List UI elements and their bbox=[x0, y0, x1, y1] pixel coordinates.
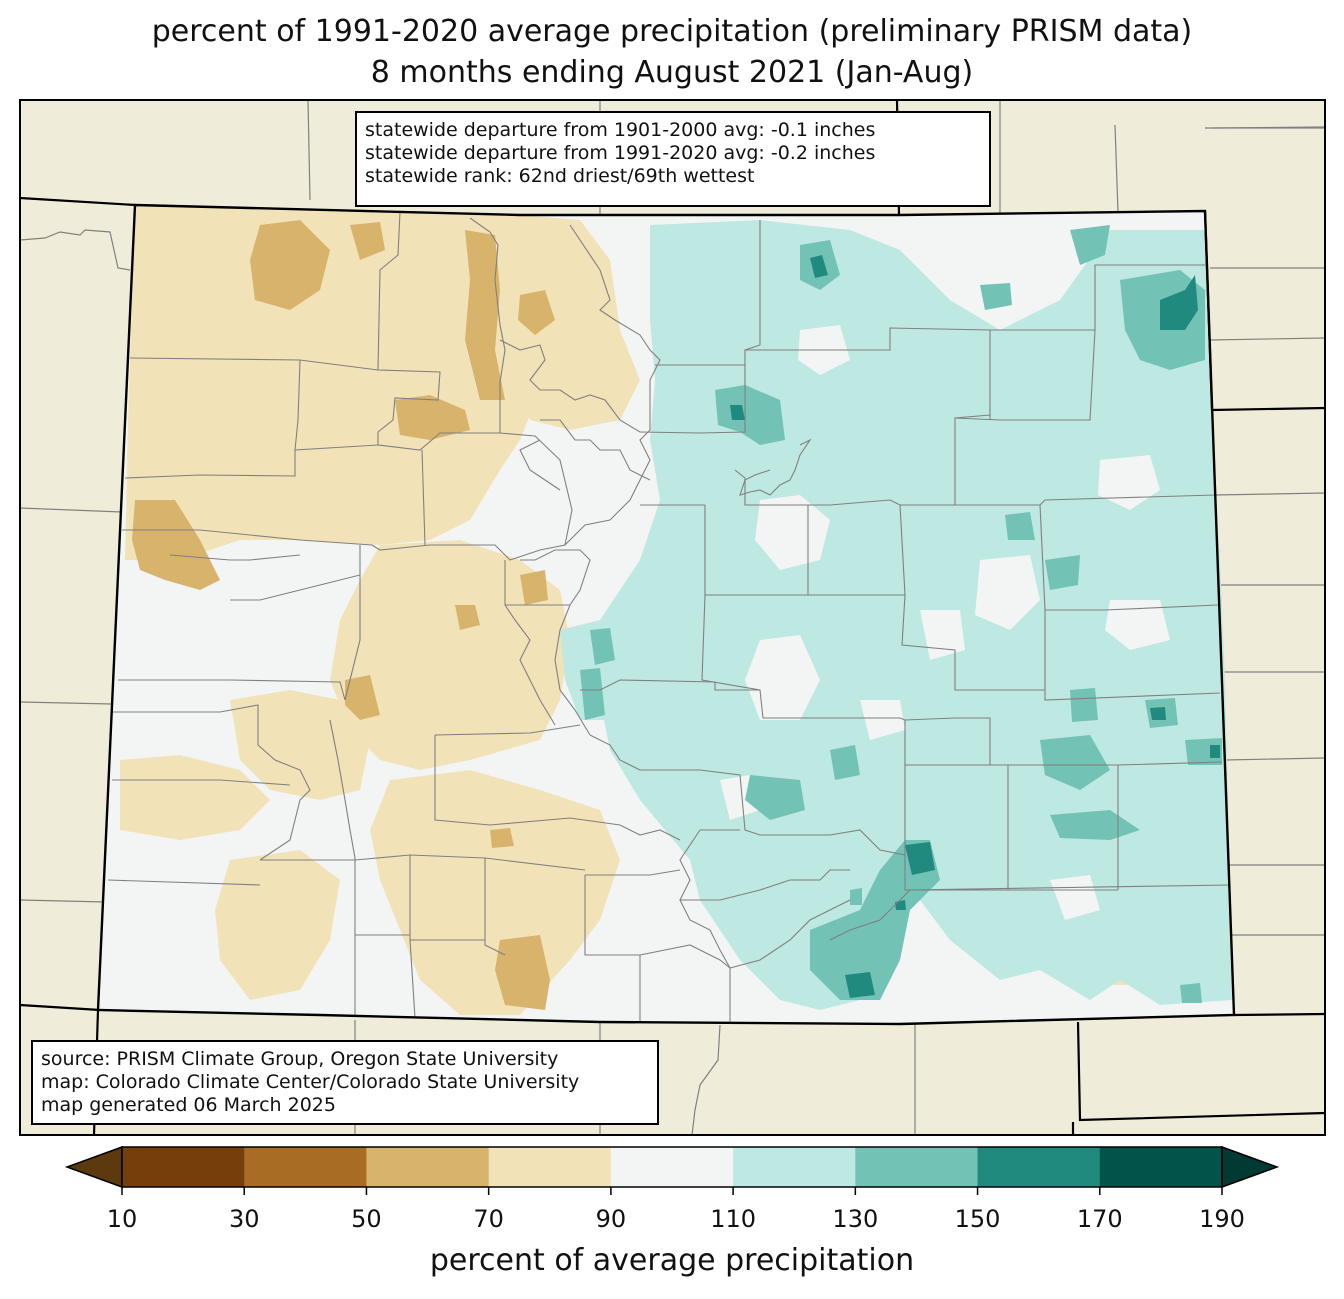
colorbar-segment bbox=[244, 1147, 367, 1187]
source-box: source: PRISM Climate Group, Oregon Stat… bbox=[31, 1040, 659, 1125]
colorbar-tick-label: 130 bbox=[832, 1205, 879, 1233]
stats-line-2: statewide departure from 1991-2020 avg: … bbox=[365, 142, 876, 164]
stats-line-1: statewide departure from 1901-2000 avg: … bbox=[365, 119, 876, 141]
colorbar-extend-high bbox=[1221, 1145, 1280, 1189]
colorbar-segment bbox=[855, 1147, 979, 1187]
colorbar-label: percent of average precipitation bbox=[429, 1243, 915, 1278]
colorbar-segment bbox=[488, 1147, 612, 1187]
colorado-state-outline bbox=[96, 203, 1236, 1026]
colorbar-outline bbox=[121, 1146, 1223, 1188]
colorbar-tick-label: 190 bbox=[1199, 1205, 1245, 1233]
colorbar-tick-label: 150 bbox=[954, 1205, 1001, 1233]
source-line-1: source: PRISM Climate Group, Oregon Stat… bbox=[41, 1048, 559, 1070]
colorbar-segment bbox=[1099, 1147, 1223, 1187]
source-line-2: map: Colorado Climate Center/Colorado St… bbox=[41, 1071, 580, 1093]
colorbar-tick-label: 110 bbox=[710, 1205, 757, 1233]
county-lines bbox=[107, 211, 1231, 1022]
very-wet-regions bbox=[730, 255, 1220, 998]
colorbar-extend-low bbox=[64, 1145, 123, 1189]
map-title-line1: percent of 1991-2020 average precipitati… bbox=[151, 14, 1193, 49]
colorbar-tick-label: 50 bbox=[351, 1205, 382, 1233]
stats-line-3: statewide rank: 62nd driest/69th wettest bbox=[365, 165, 755, 187]
colorbar bbox=[64, 1145, 1280, 1195]
colorbar-segment bbox=[977, 1147, 1101, 1187]
colorbar-tick-label: 30 bbox=[228, 1205, 260, 1233]
state-borders bbox=[1203, 210, 1214, 411]
colorbar-tick-label: 90 bbox=[595, 1205, 627, 1233]
neighbor-state-lines bbox=[19, 99, 1326, 1136]
colorbar-tick-label: 10 bbox=[106, 1205, 138, 1233]
colorbar-segment bbox=[733, 1147, 856, 1187]
colorbar-segment bbox=[366, 1147, 490, 1187]
map-title-line2: 8 months ending August 2021 (Jan-Aug) bbox=[370, 55, 974, 90]
dry-regions bbox=[132, 220, 555, 1010]
statewide-stats-box: statewide departure from 1901-2000 avg: … bbox=[355, 111, 991, 207]
map-frame bbox=[19, 99, 1326, 1136]
colorbar-segment bbox=[610, 1147, 734, 1187]
colorbar-tick-label: 70 bbox=[473, 1205, 504, 1233]
colorbar-segment bbox=[122, 1147, 245, 1187]
source-line-3: map generated 06 March 2025 bbox=[41, 1094, 336, 1116]
colorbar-tick-label: 170 bbox=[1076, 1205, 1123, 1233]
